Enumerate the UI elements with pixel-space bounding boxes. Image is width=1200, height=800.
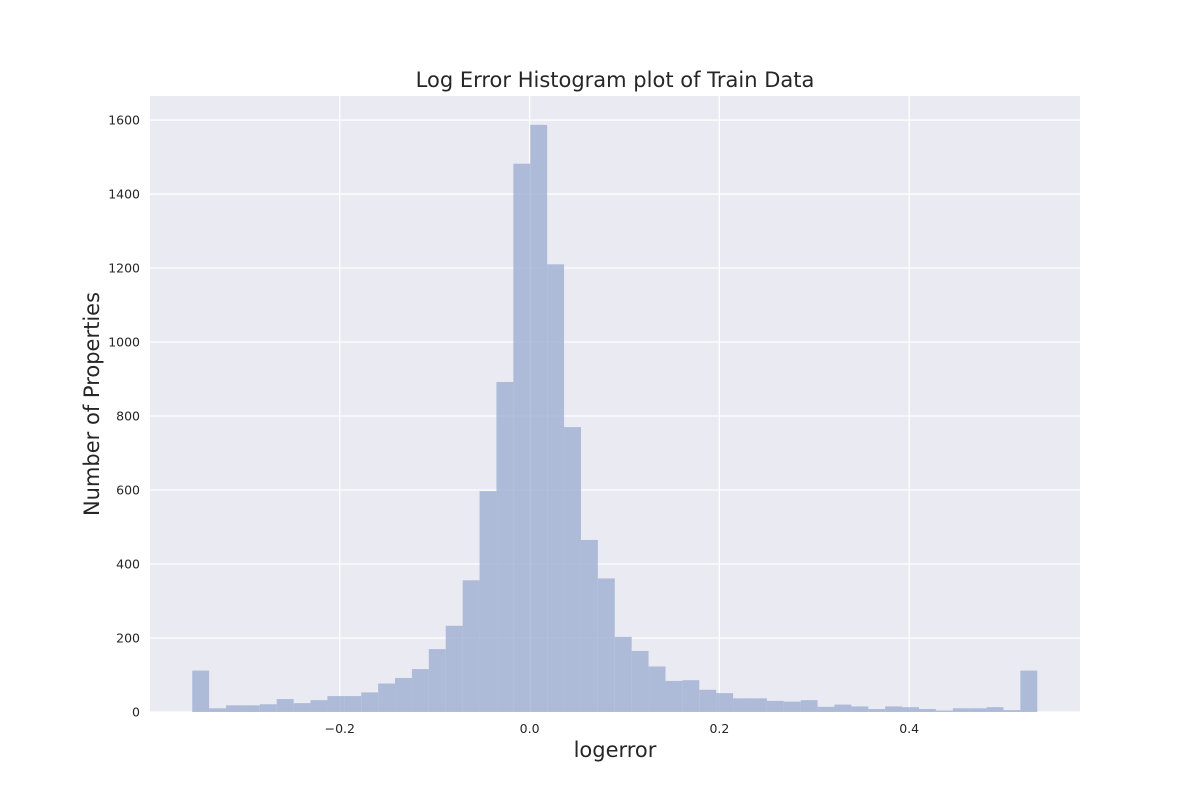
histogram-bar <box>733 698 750 712</box>
plot-area <box>150 96 1080 712</box>
histogram-bar <box>242 705 260 712</box>
y-tick-label: 1600 <box>108 113 140 128</box>
histogram-bar <box>462 580 480 712</box>
histogram-bar <box>952 708 970 712</box>
histogram-bar <box>834 704 852 712</box>
histogram-bar <box>293 703 311 712</box>
histogram-bar <box>749 698 767 712</box>
x-axis-ticks: −0.2 0.0 0.2 0.4 <box>325 721 920 736</box>
y-axis-label: Number of Properties <box>80 292 104 516</box>
histogram-bar <box>209 708 227 712</box>
histogram-bar <box>428 649 446 712</box>
histogram-bar <box>395 677 412 712</box>
histogram-bar <box>361 692 379 712</box>
y-tick-label: 1200 <box>108 261 140 276</box>
histogram-bar <box>192 670 210 712</box>
histogram-bar <box>496 381 514 712</box>
histogram-bar <box>682 680 700 712</box>
histogram-bar <box>344 696 362 712</box>
histogram-bar <box>800 700 818 712</box>
chart-title: Log Error Histogram plot of Train Data <box>416 68 815 92</box>
histogram-bar <box>648 666 666 712</box>
histogram-bar <box>935 710 953 712</box>
histogram-bar <box>479 491 497 712</box>
x-axis-label: logerror <box>574 738 657 762</box>
histogram-bar <box>513 163 531 713</box>
y-tick-label: 0 <box>132 705 140 720</box>
x-tick-label: 0.0 <box>520 721 540 736</box>
y-tick-label: 400 <box>116 557 140 572</box>
histogram-bar <box>1003 710 1021 712</box>
histogram-bar <box>259 704 277 712</box>
y-tick-label: 200 <box>116 631 140 646</box>
histogram-bar <box>631 650 649 712</box>
y-tick-label: 800 <box>116 409 140 424</box>
histogram-bar <box>817 706 835 712</box>
histogram-bar <box>885 706 903 712</box>
y-axis-ticks: 0 200 400 600 800 1000 1200 1400 1600 <box>108 113 140 720</box>
histogram-bar <box>411 669 429 712</box>
histogram-bar <box>868 709 886 712</box>
y-tick-label: 600 <box>116 483 140 498</box>
histogram-bar <box>716 693 734 712</box>
histogram-bar <box>766 700 784 712</box>
histogram-bar <box>969 708 987 712</box>
histogram-bar <box>226 705 243 712</box>
histogram-bar <box>580 539 598 712</box>
histogram-bar <box>851 706 869 712</box>
histogram-bar <box>665 680 683 712</box>
histogram-bar <box>783 701 801 712</box>
histogram-bar <box>530 124 548 712</box>
histogram-bar <box>547 264 565 712</box>
x-tick-label: 0.4 <box>899 721 919 736</box>
histogram-bar <box>276 699 294 712</box>
histogram-bar <box>597 578 615 712</box>
x-tick-label: 0.2 <box>709 721 729 736</box>
histogram-bar <box>918 709 936 712</box>
histogram-bar <box>699 689 717 712</box>
histogram-bars <box>192 124 1038 713</box>
histogram-bar <box>327 696 345 712</box>
histogram-bar <box>614 636 632 712</box>
histogram-bar <box>1020 670 1038 712</box>
histogram-bar <box>902 707 919 712</box>
histogram-bar <box>378 683 396 712</box>
histogram-bar <box>986 707 1004 712</box>
y-tick-label: 1400 <box>108 187 140 202</box>
histogram-bar <box>310 700 328 712</box>
histogram-bar <box>445 625 463 712</box>
histogram-bar <box>564 427 581 712</box>
x-tick-label: −0.2 <box>325 721 355 736</box>
y-tick-label: 1000 <box>108 335 140 350</box>
